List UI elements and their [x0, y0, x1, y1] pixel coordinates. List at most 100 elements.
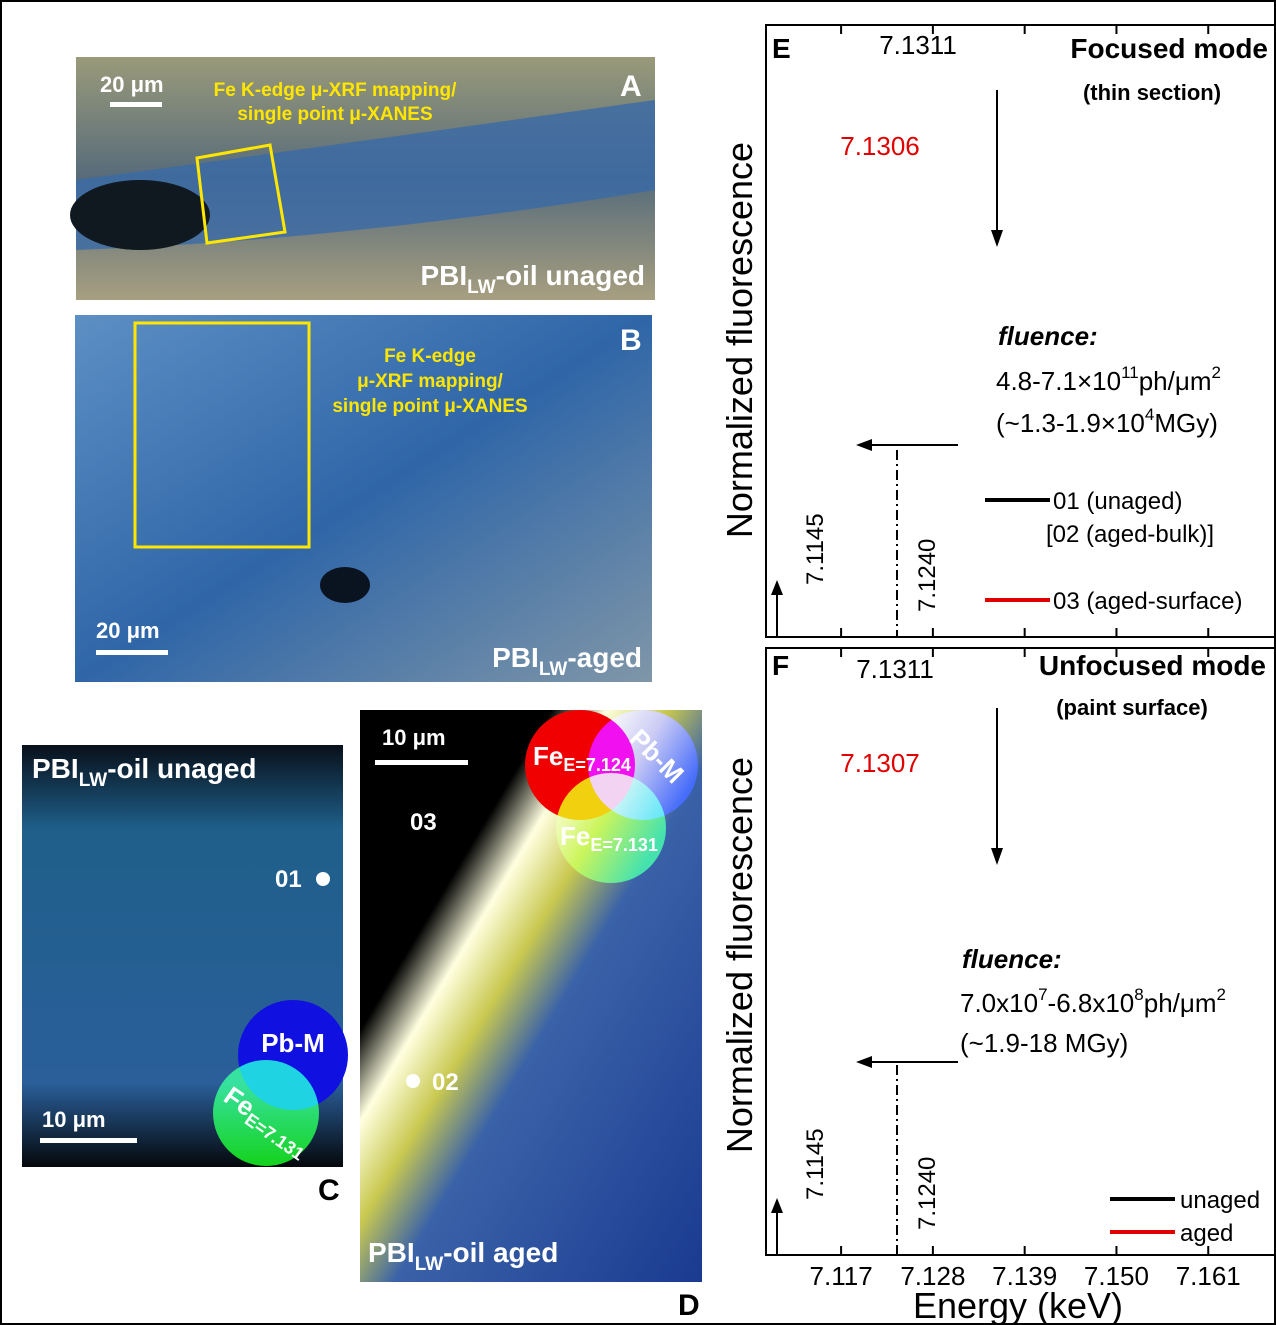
dark-particle	[320, 567, 370, 603]
note: Fe K-edge μ-XRF mapping/	[214, 80, 458, 101]
caption: PBILW-aged	[492, 642, 642, 680]
caption-part: -oil unaged	[496, 260, 645, 291]
dose-part: (~1.3-1.9×10	[996, 408, 1145, 438]
legend-label: unaged	[1180, 1187, 1260, 1214]
peak-label: 7.1311	[879, 30, 957, 60]
legend-label: aged	[1180, 1220, 1233, 1247]
fluence: 4.8-7.1×1011ph/μm2	[996, 363, 1221, 396]
venn-part: Fe	[560, 821, 590, 851]
caption-sub: LW	[415, 1254, 444, 1275]
pre-edge-label: 7.1145	[802, 513, 829, 585]
peak-label: 7.1307	[840, 748, 920, 778]
fluence-title: fluence:	[998, 321, 1098, 351]
scale-bar	[110, 102, 162, 107]
chart-subtitle: (thin section)	[1083, 80, 1221, 105]
venn-label: FeE=7.124	[533, 741, 631, 775]
caption-sub: LW	[79, 770, 108, 791]
fluence-sup: 7	[1038, 985, 1047, 1004]
legend-note: [02 (aged-bulk)]	[1046, 521, 1214, 548]
fluence-sup: 8	[1134, 985, 1143, 1004]
chart-f: F Unfocused mode (paint surface) Normali…	[719, 647, 1276, 1325]
dose: (~1.3-1.9×104MGy)	[996, 405, 1218, 438]
panel-letter: A	[620, 70, 642, 103]
plot-frame	[765, 647, 1276, 1256]
chart-title: Focused mode	[1070, 33, 1268, 64]
pre-edge-label: 7.1145	[802, 1128, 829, 1200]
point-label: 01	[275, 866, 302, 893]
dose-part: MGy)	[1154, 408, 1218, 438]
scale-label: 20 μm	[96, 618, 160, 643]
edge-label: 7.1240	[914, 1157, 941, 1230]
chart-subtitle: (paint surface)	[1056, 695, 1208, 720]
fluence-part: ph/μm	[1139, 366, 1212, 396]
arrowhead	[771, 1198, 783, 1213]
caption-part: PBI	[368, 1237, 415, 1268]
fluence-part: -6.8x10	[1048, 988, 1135, 1018]
fluence: 7.0x107-6.8x108ph/μm2	[960, 985, 1226, 1018]
point-marker	[405, 855, 421, 871]
caption-part: PBI	[32, 753, 79, 784]
panel-d: 10 μm FeE=7.124 Pb-M FeE=7.131 03 02 PBI…	[360, 710, 702, 1322]
note: single point μ-XANES	[237, 104, 432, 125]
caption: PBILW-oil unaged	[32, 753, 257, 791]
chart-e: E Focused mode (thin section) Normalized…	[719, 24, 1276, 638]
panel-b: Fe K-edge μ-XRF mapping/ single point μ-…	[75, 315, 652, 682]
note: single point μ-XANES	[332, 396, 527, 417]
peak-label: 7.1311	[856, 654, 934, 684]
micrograph	[75, 315, 652, 682]
x-tick-label: 7.117	[810, 1261, 873, 1291]
dose-sup: 4	[1145, 405, 1154, 424]
arrowhead	[991, 230, 1003, 247]
peak-label: 7.1306	[840, 131, 920, 161]
venn-part: Fe	[533, 741, 563, 771]
dark-particle	[70, 180, 210, 250]
scale-bar	[40, 1138, 137, 1143]
y-axis-label: Normalized fluorescence	[719, 142, 760, 538]
y-axis-label: Normalized fluorescence	[719, 757, 760, 1153]
caption-part: PBI	[420, 260, 467, 291]
venn-sub: E=7.131	[590, 835, 658, 855]
x-tick-label: 7.161	[1176, 1261, 1241, 1291]
roi-box	[133, 321, 311, 549]
scale-label: 10 μm	[42, 1107, 106, 1132]
caption-part: PBI	[492, 642, 539, 673]
panel-letter: D	[678, 1289, 700, 1322]
venn-circle	[213, 1060, 319, 1166]
fluence-sup: 2	[1217, 985, 1226, 1004]
caption: PBILW-oil aged	[368, 1237, 558, 1275]
point-marker	[316, 872, 330, 886]
arrowhead	[856, 439, 872, 451]
legend-label: 03 (aged-surface)	[1053, 588, 1242, 615]
panel-letter: B	[620, 324, 642, 357]
fluence-title: fluence:	[962, 944, 1062, 974]
fluence-sup: 11	[1121, 363, 1139, 382]
x-tick-label: 7.150	[1084, 1261, 1149, 1291]
x-tick-label: 7.128	[900, 1261, 965, 1291]
caption-sub: LW	[467, 277, 496, 298]
point-label: 02	[432, 1069, 459, 1096]
panel-letter: C	[318, 1174, 340, 1207]
arrowhead	[991, 848, 1003, 865]
panel-a: 20 μm Fe K-edge μ-XRF mapping/ single po…	[70, 57, 655, 300]
note: Fe K-edge	[384, 346, 476, 367]
fluence-part: 7.0x10	[960, 988, 1038, 1018]
paint-layer	[76, 100, 655, 250]
x-axis-label: Energy (keV)	[913, 1285, 1123, 1325]
roi-box	[195, 143, 287, 245]
caption-part: -oil aged	[443, 1237, 558, 1268]
dose: (~1.9-18 MGy)	[960, 1028, 1128, 1058]
caption-part: -oil unaged	[107, 753, 256, 784]
point-marker	[406, 1074, 420, 1088]
scale-label: 10 μm	[382, 725, 446, 750]
scale-label: 20 μm	[100, 72, 164, 97]
caption-part: -aged	[567, 642, 642, 673]
scale-bar	[375, 760, 468, 765]
point-label: 03	[410, 809, 437, 836]
fluence-sup: 2	[1212, 363, 1221, 382]
panel-c: PBILW-oil unaged 01 Pb-M FeE=7.131 10 μm…	[22, 745, 348, 1207]
note: μ-XRF mapping/	[357, 371, 503, 392]
venn-label: FeE=7.131	[560, 821, 658, 855]
caption: PBILW-oil unaged	[420, 260, 645, 298]
arrowhead	[856, 1056, 872, 1068]
